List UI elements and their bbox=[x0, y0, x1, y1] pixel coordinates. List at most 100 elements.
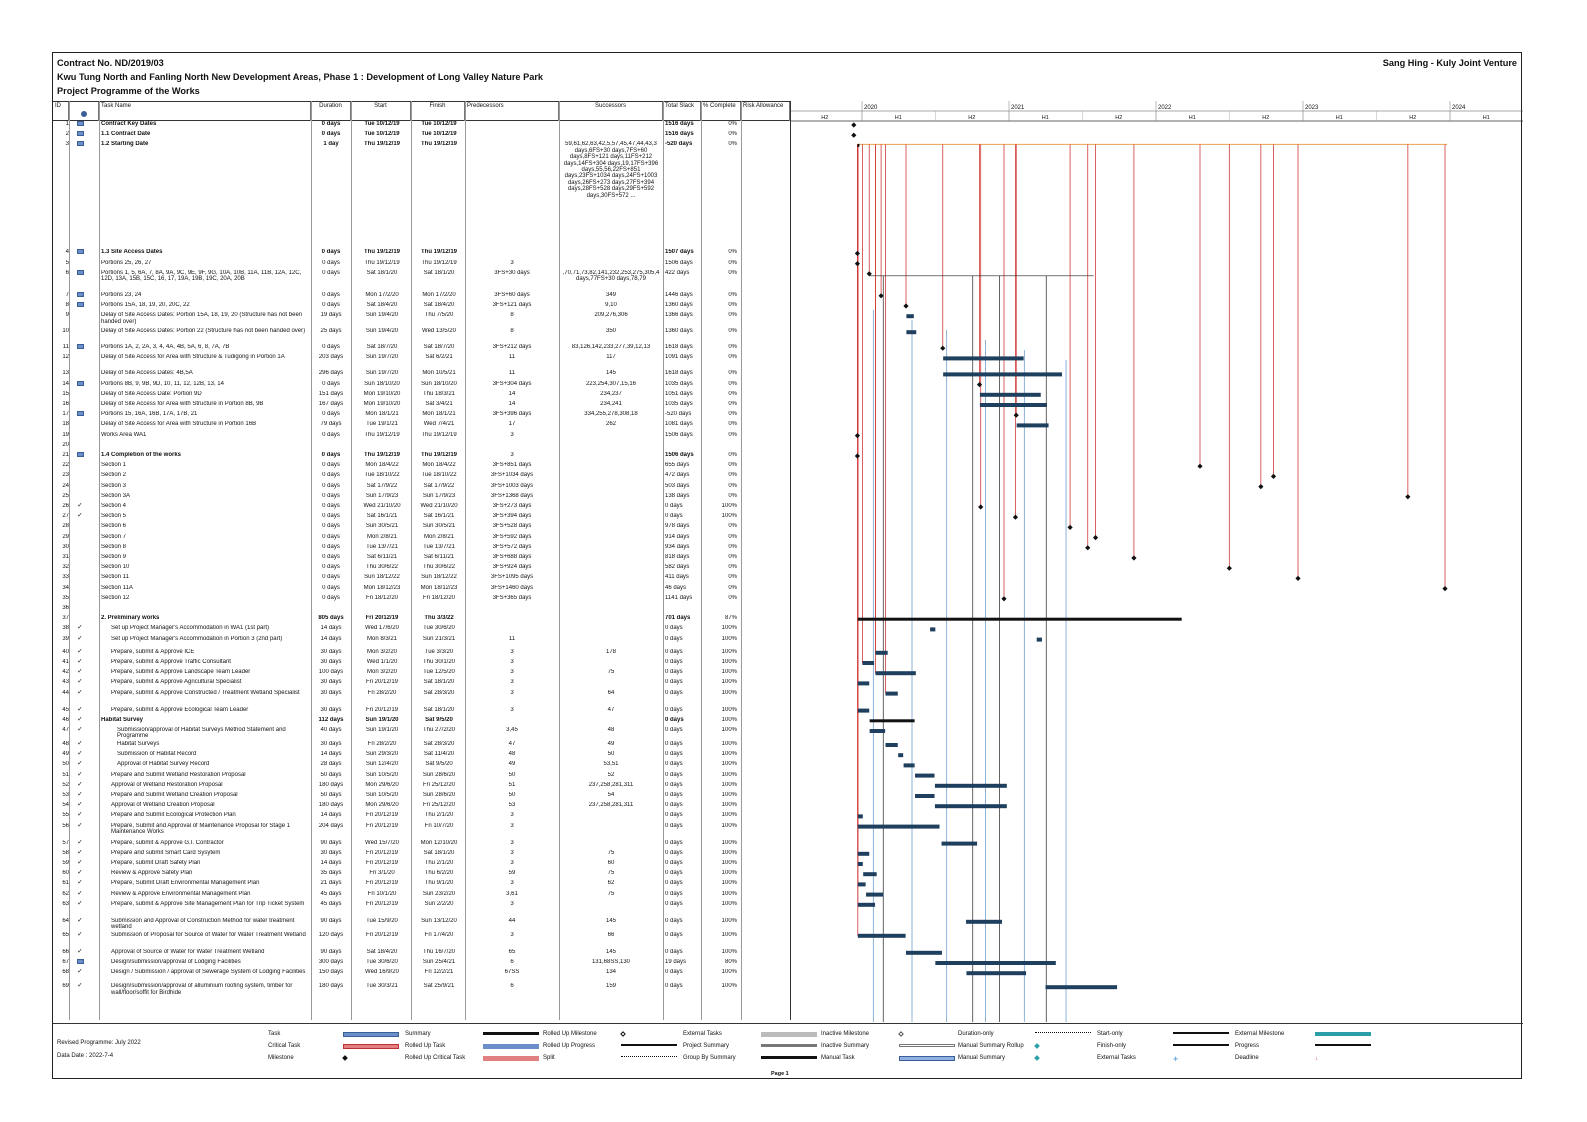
table-row[interactable]: 8 0 days Sat 18/4/20 Sat 18/4/20 3FS+121 day… bbox=[53, 302, 790, 312]
table-row[interactable]: 45 30 days Fri 20/12/19 Sat 18/1/20 3 47 0 day… bbox=[53, 707, 790, 717]
row-predecessors: 3 bbox=[510, 259, 514, 266]
table-row[interactable]: 69 180 days Tue 30/3/21 Sat 25/9/21 6 159 0 da… bbox=[53, 983, 790, 997]
contract-number: Contract No. ND/2019/03 bbox=[57, 58, 164, 68]
col-successors[interactable]: Successors bbox=[559, 102, 663, 121]
table-row[interactable]: 35 0 days Fri 18/12/20 Fri 18/12/20 3FS+365 … bbox=[53, 595, 790, 605]
row-id: 27 bbox=[62, 513, 69, 520]
row-complete: 100% bbox=[721, 689, 737, 696]
table-row[interactable]: 64 90 days Tue 15/9/20 Sun 13/12/20 44 145 0 d… bbox=[53, 918, 790, 932]
table-row[interactable]: 66 90 days Sat 18/4/20 Thu 16/7/20 65 145 0 da… bbox=[53, 949, 790, 959]
table-row[interactable]: 32 0 days Thu 30/6/22 Thu 30/6/22 3FS+924 da… bbox=[53, 564, 790, 574]
table-row[interactable]: 56 204 days Fri 20/12/19 Fri 10/7/20 3 0 days… bbox=[53, 823, 790, 837]
table-row[interactable]: 3 1 day Thu 19/12/19 Thu 19/12/19 59,61,62,6… bbox=[53, 141, 790, 249]
table-row[interactable]: 6 0 days Sat 18/1/20 Sat 18/1/20 3FS+30 days… bbox=[53, 269, 790, 286]
table-row[interactable]: 10 25 days Sun 19/4/20 Wed 13/5/20 8 350 1360 … bbox=[53, 328, 790, 344]
table-row[interactable]: 46 112 days Sun 19/1/20 Sat 9/5/20 0 days 100… bbox=[53, 717, 790, 727]
table-row[interactable]: 57 90 days Wed 15/7/20 Mon 12/10/20 3 0 days 1… bbox=[53, 840, 790, 850]
table-row[interactable]: 27 0 days Sat 16/1/21 Sat 16/1/21 3FS+394 da… bbox=[53, 513, 790, 523]
table-row[interactable]: 49 14 days Sun 29/3/20 Sat 11/4/20 48 50 0 day… bbox=[53, 751, 790, 761]
table-row[interactable]: 15 151 days Mon 19/10/20 Thu 18/3/21 14 234,2… bbox=[53, 391, 790, 401]
table-row[interactable]: 38 14 days Wed 17/6/20 Tue 30/6/20 0 days 100… bbox=[53, 625, 790, 635]
table-row[interactable]: 23 0 days Tue 18/10/22 Tue 18/10/22 3FS+1034… bbox=[53, 472, 790, 482]
table-row[interactable]: 40 30 days Mon 3/2/20 Tue 3/3/20 3 178 0 days 1… bbox=[53, 649, 790, 659]
col-finish[interactable]: Finish bbox=[411, 102, 465, 121]
table-row[interactable]: 26 0 days Wed 21/10/20 Wed 21/10/20 3FS+273 … bbox=[53, 503, 790, 513]
table-row[interactable]: 63 45 days Fri 20/12/19 Sun 2/2/20 3 0 days 10… bbox=[53, 901, 790, 915]
table-row[interactable]: 39 14 days Mon 8/3/21 Sun 21/3/21 11 0 days 10… bbox=[53, 636, 790, 646]
col-total-slack[interactable]: Total Slack bbox=[663, 102, 701, 121]
table-row[interactable]: 20 bbox=[53, 442, 790, 452]
col-predecessors[interactable]: Predecessors bbox=[465, 102, 559, 121]
row-id: 50 bbox=[62, 761, 69, 768]
table-row[interactable]: 1 0 days Tue 10/12/19 Tue 10/12/19 1516 days… bbox=[53, 121, 790, 131]
table-row[interactable]: 19 0 days Thu 19/12/19 Thu 19/12/19 3 1506 da… bbox=[53, 432, 790, 442]
row-complete: 87% bbox=[724, 615, 737, 622]
table-row[interactable]: 30 0 days Tue 13/7/21 Tue 13/7/21 3FS+572 da… bbox=[53, 544, 790, 554]
table-row[interactable]: 54 180 days Mon 29/6/20 Fri 25/12/20 53 237,2… bbox=[53, 802, 790, 812]
row-finish: Fri 18/12/20 bbox=[422, 594, 456, 601]
legend-label: Split bbox=[543, 1055, 555, 1061]
table-row[interactable]: 43 30 days Fri 20/12/19 Sat 18/1/20 3 0 days 1… bbox=[53, 679, 790, 689]
row-finish: Thu 6/2/20 bbox=[424, 870, 454, 877]
table-row[interactable]: 44 30 days Fri 28/2/20 Sat 28/3/20 3 64 0 days… bbox=[53, 690, 790, 704]
col-task-name[interactable]: Task Name bbox=[99, 102, 311, 121]
table-row[interactable]: 37 805 days Fri 20/12/19 Thu 3/3/22 701 days… bbox=[53, 615, 790, 625]
table-row[interactable]: 12 203 days Sun 19/7/20 Sat 6/2/21 11 117 1091… bbox=[53, 354, 790, 370]
table-row[interactable]: 18 79 days Tue 19/1/21 Wed 7/4/21 17 262 1081 … bbox=[53, 421, 790, 431]
table-row[interactable]: 2 0 days Tue 10/12/19 Tue 10/12/19 1516 days… bbox=[53, 131, 790, 141]
table-row[interactable]: 9 19 days Sun 19/4/20 Thu 7/5/20 8 209,276,30… bbox=[53, 312, 790, 328]
table-row[interactable]: 33 0 days Sun 18/12/22 Sun 18/12/22 3FS+1095… bbox=[53, 574, 790, 584]
table-row[interactable]: 41 30 days Wed 1/1/20 Thu 30/1/20 3 0 days 100… bbox=[53, 659, 790, 669]
table-row[interactable]: 16 167 days Mon 19/10/20 Sat 3/4/21 14 234,24… bbox=[53, 401, 790, 411]
table-row[interactable]: 5 0 days Thu 19/12/19 Thu 19/12/19 3 1506 day… bbox=[53, 260, 790, 270]
table-row[interactable]: 34 0 days Mon 18/12/23 Mon 18/12/23 3FS+1460… bbox=[53, 585, 790, 595]
table-row[interactable]: 42 100 days Mon 3/2/20 Tue 12/5/20 3 75 0 days… bbox=[53, 669, 790, 679]
table-row[interactable]: 58 30 days Fri 20/12/19 Sat 18/1/20 3 75 0 day… bbox=[53, 850, 790, 860]
table-row[interactable]: 55 14 days Fri 20/12/19 Thu 2/1/20 3 0 days 10… bbox=[53, 812, 790, 822]
table-row[interactable]: 24 0 days Sat 17/9/22 Sat 17/9/22 3FS+1003 d… bbox=[53, 483, 790, 493]
row-total-slack: 1035 days bbox=[665, 380, 693, 387]
table-row[interactable]: 17 0 days Mon 18/1/21 Mon 18/1/21 3FS+396 da… bbox=[53, 411, 790, 421]
col-id[interactable]: ID bbox=[53, 102, 69, 121]
table-row[interactable]: 31 0 days Sat 6/11/21 Sat 6/11/21 3FS+688 da… bbox=[53, 554, 790, 564]
col-start[interactable]: Start bbox=[351, 102, 411, 121]
col-risk[interactable]: Risk Allowance bbox=[741, 102, 790, 121]
row-predecessors: 47 bbox=[508, 741, 516, 747]
table-row[interactable]: 61 21 days Fri 20/12/19 Thu 9/1/20 3 62 0 days… bbox=[53, 880, 790, 890]
table-row[interactable]: 7 0 days Mon 17/2/20 Mon 17/2/20 3FS+60 days… bbox=[53, 291, 790, 302]
table-row[interactable]: 52 180 days Mon 29/6/20 Fri 25/12/20 51 237,2… bbox=[53, 782, 790, 792]
col-complete[interactable]: % Complete bbox=[701, 102, 741, 121]
table-row[interactable]: 47 40 days Sun 19/1/20 Thu 27/2/20 3,45 48 0 d… bbox=[53, 727, 790, 741]
data-date: Data Date : 2022-7-4 bbox=[57, 1053, 114, 1059]
task-bar bbox=[885, 743, 898, 747]
table-row[interactable]: 48 30 days Fri 28/2/20 Sat 28/3/20 47 49 0 day… bbox=[53, 741, 790, 751]
table-row[interactable]: 62 45 days Fri 10/1/20 Sun 23/2/20 3,61 75 0 d… bbox=[53, 891, 790, 901]
table-row[interactable]: 50 28 days Sun 12/4/20 Sat 9/5/20 49 53,51 0 d… bbox=[53, 761, 790, 771]
table-row[interactable]: 65 120 days Fri 20/12/19 Fri 17/4/20 3 66 0 da… bbox=[53, 932, 790, 946]
col-indicators[interactable] bbox=[69, 102, 99, 121]
table-row[interactable]: 28 0 days Sun 30/5/21 Sun 30/5/21 3FS+528 da… bbox=[53, 523, 790, 533]
table-row[interactable]: 36 bbox=[53, 605, 790, 615]
table-row[interactable]: 13 296 days Sun 19/7/20 Mon 10/5/21 11 145 161… bbox=[53, 370, 790, 380]
table-row[interactable]: 29 0 days Mon 2/8/21 Mon 2/8/21 3FS+592 days… bbox=[53, 534, 790, 544]
table-row[interactable]: 51 50 days Sun 10/5/20 Sun 28/6/20 50 52 0 day… bbox=[53, 772, 790, 782]
table-row[interactable]: 67 300 days Tue 30/6/20 Sun 25/4/21 6 131,68S… bbox=[53, 959, 790, 969]
table-row[interactable]: 21 0 days Thu 19/12/19 Thu 19/12/19 3 1506 da… bbox=[53, 452, 790, 462]
table-row[interactable]: 22 0 days Mon 18/4/22 Mon 18/4/22 3FS+851 da… bbox=[53, 462, 790, 472]
table-row[interactable]: 68 150 days Wed 16/9/20 Fri 12/2/21 67SS 134 0… bbox=[53, 969, 790, 983]
task-bar bbox=[857, 933, 906, 938]
table-row[interactable]: 53 50 days Sun 10/5/20 Sun 28/6/20 50 54 0 day… bbox=[53, 792, 790, 802]
row-total-slack: 0 days bbox=[665, 802, 683, 809]
table-row[interactable]: 11 0 days Sat 18/7/20 Sat 18/7/20 3FS+212 da… bbox=[53, 344, 790, 354]
table-row[interactable]: 14 0 days Sun 18/10/20 Sun 18/10/20 3FS+304 … bbox=[53, 380, 790, 391]
row-duration: 45 days bbox=[320, 900, 342, 907]
table-row[interactable]: 60 35 days Fri 3/1/20 Thu 6/2/20 59 75 0 days 1… bbox=[53, 870, 790, 880]
row-duration: 1 day bbox=[323, 141, 339, 148]
row-start: Fri 20/12/19 bbox=[365, 679, 399, 686]
table-row[interactable]: 25 0 days Sun 17/9/23 Sun 17/9/23 3FS+1368 d… bbox=[53, 493, 790, 503]
task-bar bbox=[866, 892, 884, 897]
task-bar bbox=[857, 851, 870, 856]
col-duration[interactable]: Duration bbox=[311, 102, 351, 121]
table-row[interactable]: 59 14 days Fri 20/12/19 Thu 2/1/20 3 60 0 days… bbox=[53, 860, 790, 870]
table-row[interactable]: 4 0 days Thu 19/12/19 Thu 19/12/19 1507 days… bbox=[53, 249, 790, 259]
